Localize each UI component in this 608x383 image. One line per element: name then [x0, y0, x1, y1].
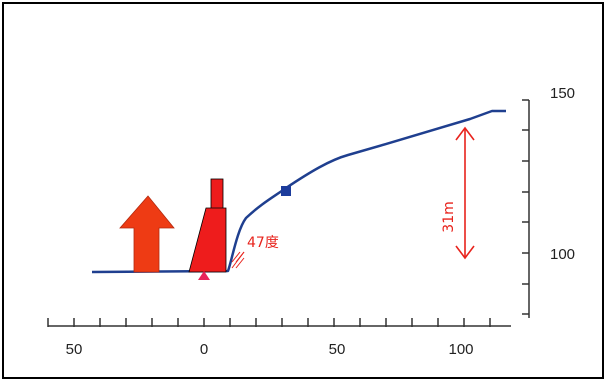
x-tick-label-0: 0 [200, 341, 208, 358]
building-icon [188, 178, 227, 273]
x-tick-label-100: 100 [448, 341, 473, 358]
up-arrow-icon [119, 195, 175, 273]
building-body [188, 207, 227, 273]
x-tick-label-50: 50 [329, 341, 346, 358]
figure-frame [2, 2, 604, 379]
x-axis-minor-ticks [47, 318, 491, 327]
x-tick-label-neg50: 50 [66, 341, 83, 358]
y-tick-label-150: 150 [550, 85, 575, 102]
slope-angle-mark [231, 251, 245, 269]
x-axis: 50 0 50 100 [47, 318, 511, 358]
height-diff-label: 31m [441, 201, 457, 232]
slope-angle-label: 47度 [247, 235, 279, 251]
height-arrow [455, 126, 475, 260]
slope-profile-line [91, 109, 506, 274]
y-axis: 150 100 [522, 85, 575, 318]
y-tick-label-100: 100 [550, 246, 575, 263]
slope-point-marker [281, 186, 291, 196]
building-chimney [210, 178, 224, 210]
origin-marker [198, 271, 210, 280]
